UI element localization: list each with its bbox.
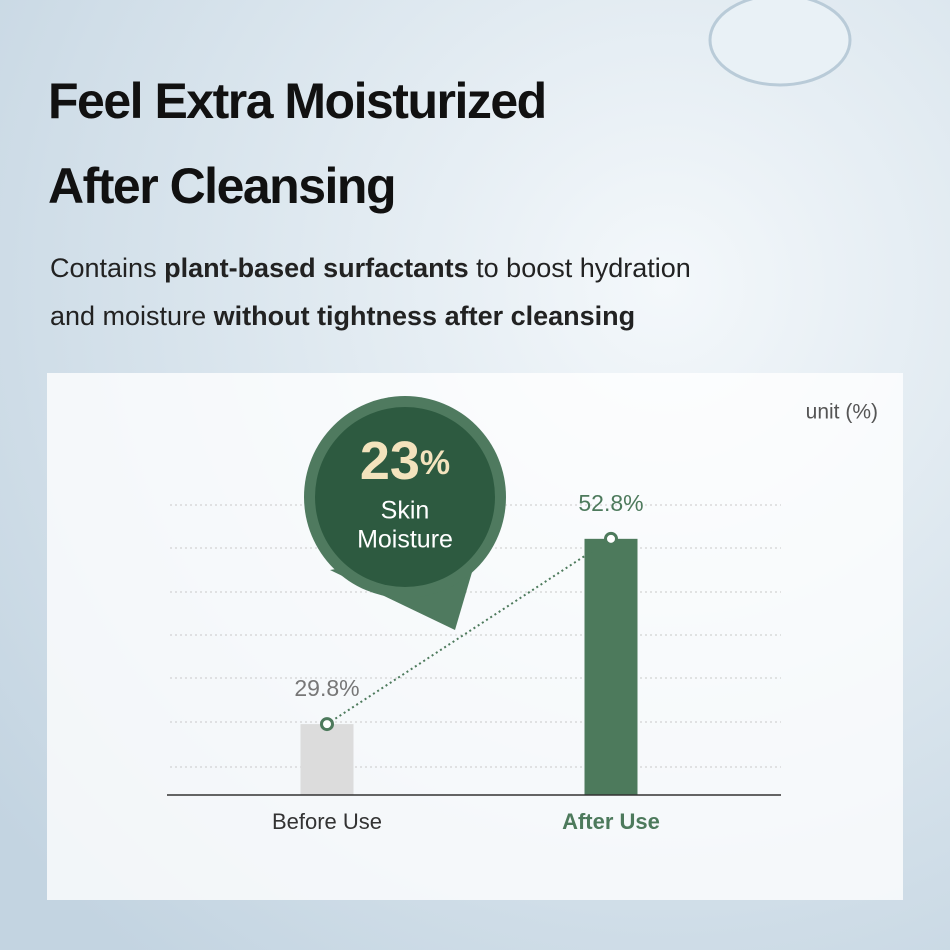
point [320,717,334,732]
subtitle-text: Contains [50,253,164,283]
subtitle-bold: plant-based surfactants [164,253,469,283]
x-tick-label: After Use [562,809,660,834]
subtitle-line: and moisture without tightness after cle… [50,301,635,331]
point [604,531,618,546]
badge-line: Moisture [357,526,453,554]
bar [584,538,638,795]
x-tick-label: Before Use [272,809,382,834]
badge-circle [315,407,495,587]
subtitle-text: to boost hydration [469,253,691,283]
subtitle-bold: without tightness after cleansing [213,301,636,331]
subtitle-text: and moisture [50,301,214,331]
overlay [320,531,618,732]
bar [300,724,354,795]
badge-unit: % [420,444,450,482]
title-line: After Cleansing [48,158,395,214]
badge-line: Skin [381,497,430,525]
badge-number: 23 [360,431,420,491]
subtitle: Contains plant-based surfactants to boos… [50,253,691,331]
badge-value: 23% [360,431,450,491]
value-label: 29.8% [294,675,359,701]
title: Feel Extra Moisturized After Cleansing [48,73,547,214]
water-drop [708,0,852,87]
unit-note: unit (%) [806,401,878,424]
connector [326,537,612,725]
badge: 23% Skin Moisture [304,396,506,630]
subtitle-line: Contains plant-based surfactants to boos… [50,253,691,283]
value-label: 52.8% [578,490,643,516]
title-line: Feel Extra Moisturized [48,73,546,129]
plot: Before Use 29.8% After Use 52.8% [272,490,660,834]
